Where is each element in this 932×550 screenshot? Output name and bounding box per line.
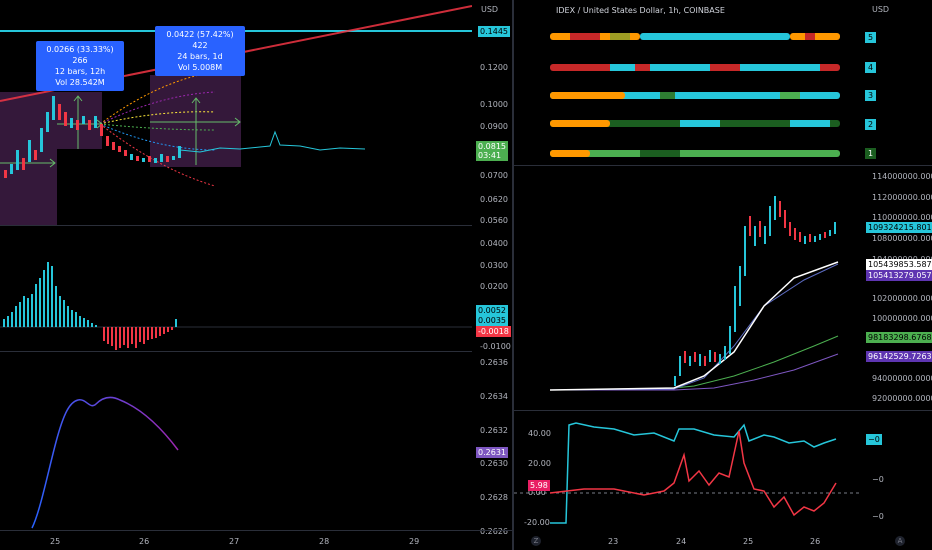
- right-price-tick-3: 110000000.0000: [872, 213, 932, 222]
- right-purple-ma-tag-2: 96142529.7263: [866, 351, 932, 362]
- left-currency: USD: [481, 5, 499, 14]
- right-time-tick-23: 23: [608, 537, 619, 546]
- time-tick-27: 27: [229, 537, 240, 546]
- right-white-ma-tag: 105439853.5875: [866, 259, 932, 270]
- right-price-tick-6: 102000000.0000: [872, 294, 932, 303]
- row-label-1: 1: [865, 148, 877, 159]
- left-price-tick-1: 0.1200: [480, 63, 508, 72]
- time-tick-25: 25: [50, 537, 61, 546]
- dot-row-3: [550, 92, 840, 99]
- right-price-tick-2: 112000000.0000: [872, 193, 932, 202]
- right-last-price-tag: 109324215.8010: [866, 222, 932, 233]
- dot-row-4: [550, 64, 840, 71]
- left-oscillator-pane[interactable]: [0, 352, 472, 530]
- tooltip1-change: 0.0266 (33.33%) 266: [46, 45, 114, 65]
- osc-tick-1: 0.2636: [480, 358, 508, 367]
- row-label-5: 5: [865, 32, 877, 43]
- right-price-tick-9: 92000000.0000: [872, 394, 932, 403]
- resistance-price-tag: 0.1445: [478, 26, 510, 37]
- right-price-tick-8: 94000000.0000: [872, 374, 932, 383]
- right-oscillator-pane[interactable]: [514, 411, 860, 530]
- osc-tick-6: 0.2626: [480, 527, 508, 536]
- right-osc-cyan-tag: −0: [866, 434, 882, 445]
- forecast-fan: [99, 71, 216, 187]
- osc-tick-2: 0.2634: [480, 392, 508, 401]
- tooltip2-bars: 24 bars, 1d: [177, 52, 223, 61]
- right-price-chart: [549, 196, 839, 391]
- right-price-tick-4: 108000000.0000: [872, 234, 932, 243]
- measure-tooltip-2: 0.0422 (57.42%) 422 24 bars, 1d Vol 5.00…: [155, 26, 245, 76]
- left-price-tick-6: 0.0560: [480, 216, 508, 225]
- right-price-tick-7: 100000000.0000: [872, 314, 932, 323]
- right-osc-tick-2: 20.00: [528, 459, 551, 468]
- left-price-tick-4: 0.0700: [480, 171, 508, 180]
- dot-row-1: [550, 150, 840, 157]
- macd-tag-b: 0.0035: [476, 315, 508, 326]
- osc-tick-3: 0.2632: [480, 426, 508, 435]
- current-price: 0.0815: [478, 142, 506, 151]
- left-macd-pane[interactable]: [0, 226, 472, 351]
- macd-tick-1: 0.0400: [480, 239, 508, 248]
- projection-line: [179, 130, 366, 153]
- candles: [4, 96, 181, 178]
- auto-scale-button[interactable]: A: [895, 536, 905, 546]
- right-oscillator-chart: [514, 422, 860, 524]
- row-label-3: 3: [865, 90, 877, 101]
- right-osc-value-tag: 5.98: [528, 480, 550, 491]
- oscillator-chart: [31, 396, 179, 529]
- macd-tick-2: 0.0300: [480, 261, 508, 270]
- left-price-tick-5: 0.0620: [480, 195, 508, 204]
- oscillator-line: [31, 396, 179, 529]
- right-osc-right-tick-3: −0: [872, 512, 884, 521]
- right-time-tick-24: 24: [676, 537, 687, 546]
- candle-countdown: 03:41: [478, 151, 502, 160]
- right-time-tick-25: 25: [743, 537, 754, 546]
- right-green-ma-tag: 98183298.6768: [866, 332, 932, 343]
- time-tick-29: 29: [409, 537, 420, 546]
- right-price-pane[interactable]: [514, 166, 860, 410]
- macd-tag-a: 0.0052: [476, 305, 508, 316]
- right-chart-title: IDEX / United States Dollar, 1h, COINBAS…: [556, 6, 725, 15]
- current-price-tag: 0.0815 03:41: [476, 141, 508, 161]
- time-tick-26: 26: [139, 537, 150, 546]
- tooltip2-volume: Vol 5.008M: [177, 63, 223, 72]
- macd-histogram-positive: [3, 262, 177, 327]
- osc-tick-4: 0.2630: [480, 459, 508, 468]
- right-osc-tick-3: 0.00: [528, 488, 546, 497]
- macd-tick-3: 0.0200: [480, 282, 508, 291]
- left-price-tick-3: 0.0900: [480, 122, 508, 131]
- row-label-2: 2: [865, 119, 877, 130]
- dot-row-5: [550, 33, 840, 40]
- osc-value-tag: 0.2631: [476, 447, 508, 458]
- right-osc-tick-4: -20.00: [524, 518, 550, 527]
- macd-histogram-negative: [103, 327, 173, 350]
- tooltip1-bars: 12 bars, 12h: [54, 67, 106, 76]
- left-price-tick-2: 0.1000: [480, 100, 508, 109]
- row-label-4: 4: [865, 62, 877, 73]
- right-price-tick-1: 114000000.0000: [872, 172, 932, 181]
- right-time-tick-26: 26: [810, 537, 821, 546]
- osc-tick-5: 0.2628: [480, 493, 508, 502]
- dot-row-2: [550, 120, 840, 127]
- zoom-reset-button[interactable]: Z: [531, 536, 541, 546]
- macd-tick-4: -0.0100: [480, 342, 511, 351]
- macd-chart: [0, 262, 472, 350]
- tooltip2-change: 0.0422 (57.42%) 422: [166, 30, 234, 50]
- right-purple-ma-tag-1: 105413279.0578: [866, 270, 932, 281]
- measure-tooltip-1: 0.0266 (33.33%) 266 12 bars, 12h Vol 28.…: [36, 41, 124, 91]
- time-tick-28: 28: [319, 537, 330, 546]
- right-osc-right-tick-2: −0: [872, 475, 884, 484]
- right-osc-tick-1: 40.00: [528, 429, 551, 438]
- macd-tag-c: -0.0018: [476, 326, 511, 337]
- tooltip1-volume: Vol 28.542M: [55, 78, 105, 87]
- right-candles: [674, 196, 836, 386]
- right-currency: USD: [872, 5, 890, 14]
